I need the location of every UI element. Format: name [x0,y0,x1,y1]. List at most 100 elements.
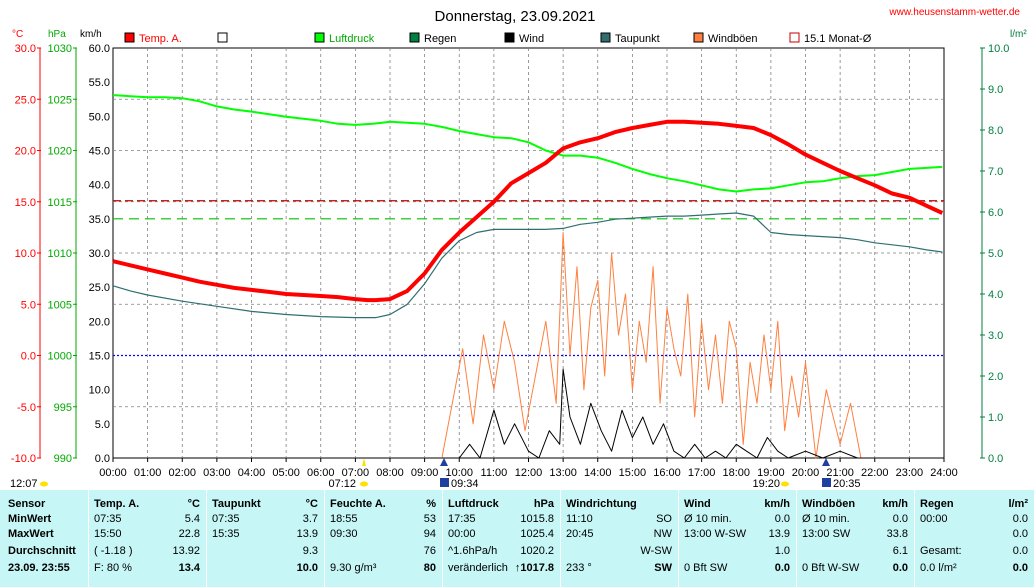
sunset-icon [781,481,789,487]
stats-panel: Sensor MinWert MaxWert Durchschnitt 23.09. 2… [0,490,1034,587]
x-tick-label: 04:00 [238,467,266,479]
x-tick-label: 20:00 [792,467,820,479]
legend-swatch [409,32,420,43]
rain-tick-label: 1.0 [988,412,1003,424]
stats-value: 0.0 [1012,562,1028,574]
stats-time: 13:00 W-SW [684,528,747,540]
y-axes: 30.0 25.0 20.0 15.0 10.0 5.0 0.0 -5.0 -10.0 1030 1… [11,43,1010,465]
wind-tick-label: 50.0 [89,111,110,123]
site-link[interactable]: www.heusenstamm-wetter.de [888,7,1020,18]
stats-value: 53 [423,513,436,525]
pressure-tick-label: 1025 [48,94,72,106]
series-luftdruck [112,94,943,193]
marker-sunrise: 07:12 [328,478,356,490]
legend-swatch [217,32,228,43]
rain-tick-label: 9.0 [988,84,1003,96]
legend-label: 15.1 Monat-Ø [804,33,872,45]
x-tick-label: 00:00 [99,467,127,479]
wind-tick-label: 0.0 [95,453,110,465]
pressure-tick-label: 1005 [48,299,72,311]
stats-col-hum: Feuchte A.% 18:55 53 09:30 94 76 9.30 g/m³ 80 [324,490,443,587]
stats-time: 17:35 [448,513,476,525]
pressure-tick-label: 1010 [48,248,72,260]
stats-unit: hPa [533,498,554,510]
rain-tick-label: 3.0 [988,330,1003,342]
stats-value: 1020.2 [520,545,554,557]
x-tick-label: 17:00 [688,467,716,479]
wind-tick-label: 5.0 [95,419,110,431]
stats-time: 233 ° [566,562,592,574]
stats-unit: % [426,498,436,510]
stats-time: 20:45 [566,528,594,540]
wind-tick-label: 30.0 [89,248,110,260]
stats-unit: km/h [764,498,790,510]
series-wind [441,368,875,459]
stats-row-label: MaxWert [8,528,54,540]
series-layer [112,94,944,459]
stats-value: 13.9 [296,528,318,540]
legend-label: Windböen [708,33,758,45]
stats-time: ( -1.18 ) [94,545,133,557]
wind-tick-label: 35.0 [89,214,110,226]
legend-label: Temp. A. [139,33,182,45]
temp-tick-label: 30.0 [15,43,36,55]
stats-time: 0.0 l/m² [920,562,957,574]
pressure-tick-label: 1015 [48,197,72,209]
series-taupunkt [112,212,943,319]
pressure-tick-label: 995 [54,402,72,414]
x-axis: 00:00 01:00 02:00 03:00 04:00 05:00 06:00 07:00… [99,458,958,479]
stats-value: SO [656,513,672,525]
stats-time: 07:35 [94,513,122,525]
legend-swatch [314,32,325,43]
stats-header: Temp. A. [94,498,140,510]
stats-value: SW [654,562,672,574]
stats-header-sensor: Sensor [8,498,46,510]
x-tick-label: 19:00 [757,467,785,479]
stats-col-dew: Taupunkt °C 07:35 3.7 15:35 13.9 9.3 10.0 [206,490,325,587]
stats-value: W-SW [640,545,672,557]
x-tick-label: 14:00 [584,467,612,479]
series-windböen [441,232,875,459]
stats-col-press: Luftdruck hPa 17:35 1015.8 00:00 1025.4 ^1.6hP… [442,490,561,587]
grid [112,47,945,459]
marker-moon: 20:35 [833,478,861,490]
stats-header: Luftdruck [448,498,499,510]
x-tick-label: 24:00 [930,467,958,479]
stats-time: ^1.6hPa/h [448,545,498,557]
stats-value: 0.0 [774,513,790,525]
stats-row-label: Durchschnitt [8,545,76,557]
temp-tick-label: 5.0 [21,299,36,311]
wind-tick-label: 55.0 [89,77,110,89]
x-tick-label: 23:00 [896,467,924,479]
stats-value: 0.0 [892,513,908,525]
stats-time: Ø 10 min. [684,513,732,525]
series-temp-a [112,119,944,303]
x-tick-label: 02:00 [168,467,196,479]
moon-tick-icon [822,458,830,466]
stats-unit: km/h [882,498,908,510]
stats-col-rain: Regen l/m² 00:00 0.0 0.0 Gesamt: 0.0 0.0 l/m² 0.… [914,490,1034,587]
stats-time: 15:35 [212,528,240,540]
stats-time: 13:00 SW [802,528,851,540]
x-tick-label: 05:00 [272,467,300,479]
pressure-tick-label: 1020 [48,146,72,158]
wind-tick-label: 10.0 [89,385,110,397]
unit-pressure: hPa [48,29,66,40]
stats-col-wdir: Windrichtung 11:10 SO 20:45 NW W-SW 233 ° SW [560,490,679,587]
stats-col-temp: Temp. A. °C 07:35 5.4 15:50 22.8 ( -1.18 ) 13.9… [88,490,207,587]
unit-temp: °C [12,29,23,40]
x-tick-label: 13:00 [549,467,577,479]
max-wind-tick-icon [440,458,448,466]
stats-col-wind: Wind km/h Ø 10 min. 0.0 13:00 W-SW 13.9 1.0 0 B… [678,490,797,587]
stats-value: 5.4 [184,513,200,525]
stats-time: 07:35 [212,513,240,525]
x-tick-label: 07:00 [342,467,370,479]
stats-time: 00:00 [920,513,948,525]
x-tick-label: 21:00 [826,467,854,479]
wind-tick-label: 60.0 [89,43,110,55]
legend-label: Taupunkt [615,33,660,45]
wind-tick-label: 40.0 [89,180,110,192]
x-tick-label: 01:00 [134,467,162,479]
marker-left-time: 12:07 [10,478,38,490]
x-tick-label: 11:00 [481,467,508,479]
